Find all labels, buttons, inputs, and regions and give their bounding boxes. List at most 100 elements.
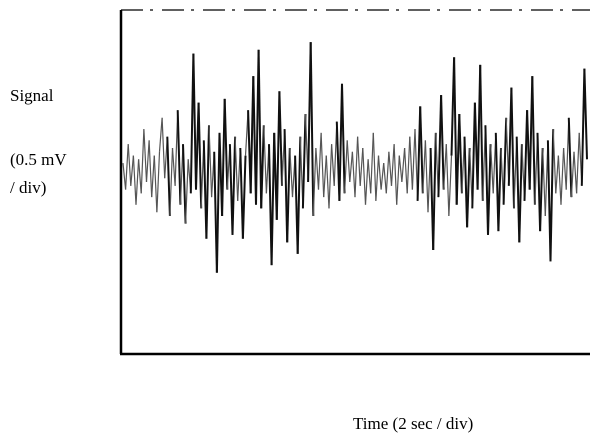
trace-segment xyxy=(331,144,335,186)
trace-segment xyxy=(401,147,406,183)
trace-segment xyxy=(125,144,129,190)
trace-segment xyxy=(260,125,265,209)
trace-segment xyxy=(539,147,544,232)
trace-segment xyxy=(583,68,588,160)
trace-segment xyxy=(445,144,450,217)
trace-segment xyxy=(411,129,416,190)
y-axis-label-line-2: (0.5 mV xyxy=(10,150,67,169)
trace-segment xyxy=(552,129,557,194)
trace-segment xyxy=(372,132,377,201)
trace-segment xyxy=(205,125,210,239)
trace-segment xyxy=(497,147,502,232)
trace-segment xyxy=(208,125,213,198)
trace-segment xyxy=(490,144,494,194)
trace-segment xyxy=(380,163,385,190)
trace-segment xyxy=(466,147,471,228)
trace-segment xyxy=(510,87,515,209)
trace-segment xyxy=(176,110,182,205)
trace-segment xyxy=(398,155,403,183)
trace-segment xyxy=(341,83,346,194)
trace-segment xyxy=(357,136,361,186)
trace-segment xyxy=(328,144,333,209)
trace-segment xyxy=(231,136,237,235)
trace-segment xyxy=(375,155,380,201)
trace-segment xyxy=(518,144,523,243)
trace-segment xyxy=(349,151,353,183)
trace-segment xyxy=(458,113,463,194)
trace-segment xyxy=(424,140,429,213)
trace-segment xyxy=(385,151,390,194)
trace-segment xyxy=(531,76,536,205)
y-axis-label-line-1: Signal xyxy=(10,86,54,105)
trace-segment xyxy=(309,42,315,217)
trace-segment xyxy=(325,155,330,209)
trace-segment xyxy=(169,147,174,217)
trace-segment xyxy=(289,147,294,198)
trace-segment xyxy=(549,129,555,262)
trace-segment xyxy=(388,151,393,186)
trace-segment xyxy=(158,117,163,152)
trace-segment xyxy=(453,57,458,205)
trace-segment xyxy=(185,159,189,224)
trace-segment xyxy=(555,155,559,194)
trace-segment xyxy=(390,144,395,186)
trace-segment xyxy=(419,106,424,194)
trace-segment xyxy=(317,132,322,190)
trace-segment xyxy=(487,144,492,235)
trace-segment xyxy=(122,163,127,190)
trace-segment xyxy=(383,163,387,194)
trace-segment xyxy=(275,91,281,220)
trace-segment xyxy=(270,132,276,266)
trace-segment xyxy=(364,159,369,205)
trace-segment xyxy=(140,129,145,194)
trace-segment xyxy=(570,151,575,198)
trace-segment xyxy=(296,136,302,254)
trace-segment xyxy=(573,151,578,194)
trace-segment xyxy=(323,155,327,198)
trace-segment xyxy=(192,53,197,190)
trace-segment xyxy=(440,95,445,190)
trace-segment xyxy=(560,147,565,205)
trace-segment xyxy=(367,159,372,194)
trace-segment xyxy=(161,117,166,179)
trace-segment xyxy=(145,140,150,183)
trace-segment xyxy=(153,155,158,213)
trace-segment xyxy=(130,155,134,186)
trace-segment xyxy=(241,155,247,239)
trace-segment xyxy=(171,147,176,186)
y-axis-label-line-3: / div) xyxy=(10,178,47,197)
plot-frame xyxy=(119,9,590,356)
trace-segment xyxy=(263,125,267,194)
trace-segment xyxy=(422,140,426,194)
trace-segment xyxy=(312,147,317,217)
trace-segment xyxy=(557,155,562,205)
trace-segment xyxy=(393,144,398,205)
trace-segment xyxy=(197,102,203,209)
trace-segment xyxy=(320,132,325,198)
trace-segment xyxy=(344,140,348,194)
trace-segment xyxy=(563,147,567,190)
trace-segment xyxy=(502,117,508,205)
trace-segment xyxy=(362,147,367,205)
trace-segment xyxy=(215,132,221,273)
trace-segment xyxy=(278,91,283,186)
trace-segment xyxy=(257,49,263,209)
trace-segment xyxy=(409,136,413,190)
trace-segment xyxy=(148,140,153,198)
trace-segment xyxy=(286,147,291,243)
trace-segment xyxy=(370,132,374,194)
trace-segment xyxy=(234,136,239,201)
signal-trace xyxy=(122,42,588,273)
x-axis-label: Time (2 sec / div) xyxy=(353,414,474,433)
trace-segment xyxy=(151,155,155,198)
trace-segment xyxy=(127,144,132,186)
trace-segment xyxy=(567,117,573,198)
trace-segment xyxy=(223,98,229,190)
trace-segment xyxy=(138,159,142,194)
trace-segment xyxy=(143,129,148,183)
trace-segment xyxy=(396,155,400,205)
trace-segment xyxy=(156,151,161,213)
trace-segment xyxy=(576,132,580,194)
trace-segment xyxy=(135,159,140,205)
